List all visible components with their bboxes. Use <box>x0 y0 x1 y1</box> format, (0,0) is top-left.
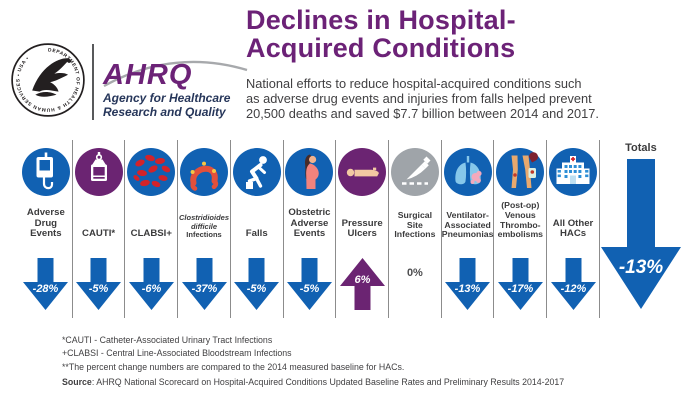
decrease-arrow: -6% <box>128 242 174 318</box>
ahrq-agency-line2: Research and Quality <box>103 104 226 119</box>
source-line: Source: AHRQ National Scorecard on Hospi… <box>62 377 564 387</box>
svg-text:-5%: -5% <box>89 283 109 295</box>
footnote-clabsi: +CLABSI - Central Line-Associated Bloods… <box>62 348 292 359</box>
decrease-arrow: -37% <box>181 242 227 318</box>
svg-text:-5%: -5% <box>247 283 267 295</box>
svg-text:-13%: -13% <box>455 283 481 295</box>
decrease-arrow: -17% <box>497 242 543 318</box>
ahrq-acronym: AHRQ <box>103 59 193 91</box>
increase-arrow: 6% <box>339 242 385 318</box>
totals-decrease-arrow: -13% <box>600 159 681 309</box>
column-clabsi: CLABSI+ -6% <box>125 140 179 318</box>
totals-column: Totals -13% <box>600 140 682 318</box>
page-subtitle: National efforts to reduce hospital-acqu… <box>246 76 599 121</box>
subtitle-line1: National efforts to reduce hospital-acqu… <box>246 76 582 91</box>
svg-text:-12%: -12% <box>560 283 586 295</box>
condition-label: CLABSI+ <box>130 228 172 240</box>
source-text: : AHRQ National Scorecard on Hospital-Ac… <box>91 377 565 387</box>
condition-label: Pressure Ulcers <box>341 217 383 240</box>
footnote-baseline: **The percent change numbers are compare… <box>62 361 405 372</box>
condition-label: Falls <box>245 228 268 240</box>
svg-text:-5%: -5% <box>300 283 320 295</box>
condition-label: Ventilator- Associated Pneumonias <box>441 209 494 240</box>
columns-row: Adverse Drug Events -28% CAUTI* -5% CLABSI… <box>20 140 682 318</box>
falling-person-icon <box>232 140 281 196</box>
condition-label: Adverse Drug Events <box>26 207 65 240</box>
subtitle-line2: as adverse drug events and injuries from… <box>246 90 592 106</box>
hhs-seal-logo: DEPARTMENT OF HEALTH & HUMAN SERVICES • … <box>11 43 85 117</box>
svg-text:-6%: -6% <box>142 283 162 295</box>
condition-label: CAUTI* <box>82 228 116 240</box>
condition-label: Obstetric Adverse Events <box>288 207 331 240</box>
decrease-arrow: -12% <box>550 242 596 318</box>
condition-label: All Other HACs <box>552 217 594 240</box>
hhs-eagle-icon <box>32 58 72 97</box>
source-label: Source <box>62 377 92 387</box>
scalpel-icon <box>390 140 439 196</box>
svg-text:-28%: -28% <box>33 283 59 295</box>
condition-label: Surgical Site Infections <box>394 209 436 240</box>
zero-change-value: 0% <box>407 242 423 318</box>
legs-icon <box>496 140 545 196</box>
person-lying-icon <box>338 140 387 196</box>
column-c-difficile: Clostridioides difficile Infections -37% <box>178 140 231 318</box>
column-all-other-hacs: All Other HACs -12% <box>547 140 600 318</box>
hospital-building-icon <box>549 140 598 196</box>
column-adverse-drug-events: Adverse Drug Events -28% <box>20 140 73 318</box>
ahrq-agency-name: Agency for Healthcare Research and Quali… <box>103 91 253 119</box>
footnote-cauti: *CAUTI - Catheter-Associated Urinary Tra… <box>62 335 273 345</box>
column-cauti: CAUTI* -5% <box>73 140 126 318</box>
subtitle-line3: 20,500 deaths and saved $7.7 billion bet… <box>246 105 599 121</box>
decrease-arrow: -5% <box>234 242 280 318</box>
condition-label: (Post-op) Venous Thrombo-embolisms <box>497 200 544 240</box>
iv-bag-icon <box>21 140 70 196</box>
totals-label: Totals <box>625 142 657 154</box>
svg-text:-13%: -13% <box>619 257 663 278</box>
decrease-arrow: -5% <box>286 242 332 318</box>
svg-text:-17%: -17% <box>507 283 533 295</box>
decrease-arrow: -28% <box>23 242 69 318</box>
logo-divider <box>92 44 94 120</box>
footnotes: *CAUTI - Catheter-Associated Urinary Tra… <box>62 334 404 374</box>
page-title-line2: Acquired Conditions <box>246 33 516 63</box>
blood-cells-icon <box>127 140 176 196</box>
catheter-bag-icon <box>74 140 123 196</box>
condition-label: Clostridioides difficile Infections <box>179 213 230 240</box>
decrease-arrow: -5% <box>76 242 122 318</box>
column-falls: Falls -5% <box>231 140 284 318</box>
column-ventilator-associated-pneumonias: Ventilator- Associated Pneumonias -13% <box>442 140 495 318</box>
lungs-icon <box>443 140 492 196</box>
svg-text:6%: 6% <box>354 274 370 286</box>
svg-text:-37%: -37% <box>191 283 217 295</box>
page-title: Declines in Hospital- Acquired Condition… <box>246 6 516 62</box>
column-venous-thromboembolisms: (Post-op) Venous Thrombo-embolisms -17% <box>494 140 548 318</box>
column-surgical-site-infections: Surgical Site Infections 0% <box>389 140 442 318</box>
logo-block: DEPARTMENT OF HEALTH & HUMAN SERVICES • … <box>10 42 253 120</box>
column-pressure-ulcers: Pressure Ulcers 6% <box>336 140 390 318</box>
pregnant-woman-icon <box>285 140 334 196</box>
percent-change-text: 0% <box>406 267 423 279</box>
ahrq-logo: AHRQ Agency for Healthcare Research and … <box>103 42 253 119</box>
page-title-line1: Declines in Hospital- <box>246 5 516 35</box>
ahrq-agency-line1: Agency for Healthcare <box>103 91 231 105</box>
decrease-arrow: -13% <box>445 242 491 318</box>
column-obstetric-adverse-events: Obstetric Adverse Events -5% <box>284 140 337 318</box>
intestine-icon <box>180 140 229 196</box>
